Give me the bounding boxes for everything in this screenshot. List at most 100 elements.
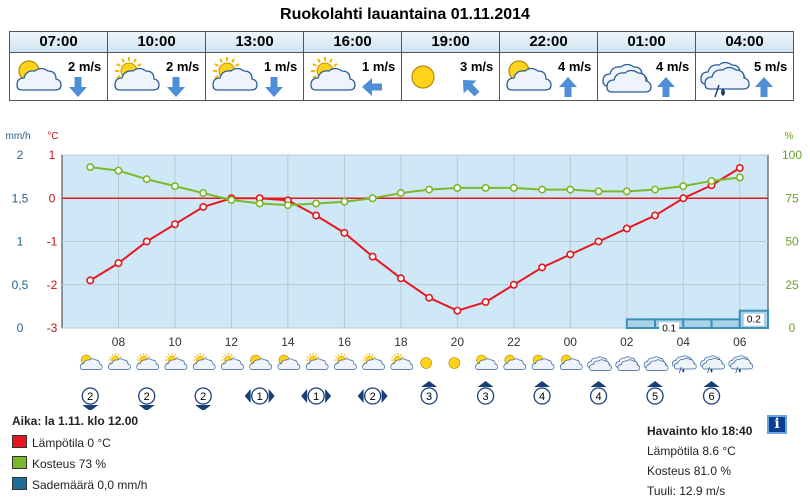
observation-title: Havainto klo 18:40: [647, 424, 753, 438]
sun-ray: [117, 353, 120, 356]
forecast-body: 2 m/s: [10, 53, 107, 102]
sun-ray: [109, 362, 112, 364]
temperature-point: [340, 228, 349, 237]
sun-ray: [147, 356, 151, 358]
wind-marker: 4: [589, 381, 608, 405]
sun-ray: [109, 356, 112, 358]
sun-ray: [196, 353, 199, 356]
sun-cloud-icon: [221, 353, 244, 370]
precip-tick: 1,5: [12, 191, 29, 205]
info-icon[interactable]: i: [767, 415, 787, 434]
arrow-shape: [167, 77, 185, 97]
sun-cloud-icon: [334, 353, 357, 370]
wind-circle: [476, 387, 495, 405]
sun-cloud-icon: [305, 353, 329, 370]
sun-cloud-icon: [108, 353, 131, 370]
sun-icon: [411, 65, 435, 89]
wind-marker: 2: [194, 387, 212, 410]
sun-ray: [224, 353, 227, 356]
arrow-down-icon: [69, 77, 87, 97]
wind-speed: 4: [595, 391, 601, 403]
arrow-up-icon: [559, 77, 577, 97]
sun-ray: [219, 58, 223, 63]
cloud-shape: [108, 358, 131, 370]
humidity-point: [114, 166, 123, 175]
x-tick-label: 18: [394, 335, 408, 349]
cloud-shape: [704, 66, 750, 90]
wind-marker: 1: [244, 387, 275, 405]
humidity-point: [227, 195, 236, 204]
humidity-point: [142, 175, 151, 184]
wind-speed: 3: [426, 391, 432, 403]
sun-ray: [214, 63, 219, 67]
sun-ray: [193, 356, 197, 358]
wind-circle: [194, 387, 212, 405]
rain-drop: [710, 368, 713, 373]
forecast-body: 3 m/s: [402, 53, 499, 102]
rain-streak: [678, 366, 682, 374]
sun-ray: [116, 75, 121, 79]
forecast-column: 16:00 1 m/s: [303, 31, 402, 101]
humidity-tick: 25: [785, 278, 799, 292]
wind-marker: 3: [420, 381, 438, 405]
wind-speed: 2: [370, 391, 376, 403]
x-tick-label: 10: [168, 335, 182, 349]
wind-marker: 5: [646, 381, 664, 405]
temp-tick: -3: [47, 321, 58, 335]
forecast-column: 19:00 3 m/s: [401, 31, 500, 101]
forecast-wind: 5 m/s: [754, 59, 788, 74]
humidity-point: [679, 182, 688, 191]
temperature-point: [481, 298, 490, 307]
humidity-tick: 0: [789, 321, 796, 335]
humidity-tick: 75: [785, 191, 799, 205]
sun-cloud-icon: [390, 353, 414, 370]
precip-label-bg: [659, 322, 680, 335]
humidity-point: [425, 185, 434, 194]
arrow-shape: [362, 78, 382, 96]
x-tick-label: 22: [507, 335, 521, 349]
precip-swatch: [12, 477, 27, 490]
temperature-point: [312, 211, 321, 220]
cloud-rain-icon: [700, 61, 750, 98]
wind-circle: [138, 387, 156, 405]
observation-humidity: Kosteus 81.0 %: [647, 464, 732, 478]
arrow-down-icon: [167, 77, 185, 97]
x-tick-label: 20: [451, 335, 465, 349]
partly-cloudy-icon: [16, 60, 62, 91]
temp-tick: 0: [49, 191, 56, 205]
forecast-wind: 2 m/s: [68, 59, 102, 74]
wind-circle: [589, 387, 608, 405]
precip-tick: 1: [17, 235, 24, 249]
legend-precip-label: Sademäärä 0,0 mm/h: [32, 478, 148, 492]
cloud-icon: [602, 63, 652, 93]
precip-tick: 0,5: [12, 278, 29, 292]
sun-ray: [312, 75, 317, 79]
precip-bar: [710, 318, 741, 330]
wind-marker: 6: [702, 381, 721, 405]
sun-cloud-icon: [164, 353, 188, 370]
sun-icon: [420, 357, 432, 369]
sun-disc: [411, 65, 435, 89]
forecast-body: 2 m/s: [108, 53, 205, 102]
cloud-rain-icon: [728, 355, 754, 374]
forecast-time: 22:00: [500, 32, 597, 53]
partly-cloudy-icon: [506, 60, 552, 91]
wind-speed: 2: [200, 391, 206, 403]
sun-cloud-icon: [212, 57, 258, 91]
cloud-rain-icon: [671, 355, 697, 374]
wind-speed: 6: [708, 391, 714, 403]
wind-circle: [307, 387, 325, 405]
forecast-body: 5 m/s: [696, 53, 793, 102]
sun-ray: [204, 356, 207, 358]
page-title: Ruokolahti lauantaina 01.11.2014: [280, 6, 530, 23]
sun-ray: [133, 58, 137, 63]
cloud-shape: [506, 67, 552, 91]
sun-disc: [448, 357, 461, 369]
cloud-rain-icon: [700, 355, 725, 374]
x-tick-label: 16: [338, 335, 352, 349]
observation-temperature: Lämpötila 8.6 °C: [647, 444, 736, 458]
sun-ray: [335, 356, 338, 358]
wind-speed: 3: [483, 391, 489, 403]
sun-ray: [137, 356, 140, 358]
